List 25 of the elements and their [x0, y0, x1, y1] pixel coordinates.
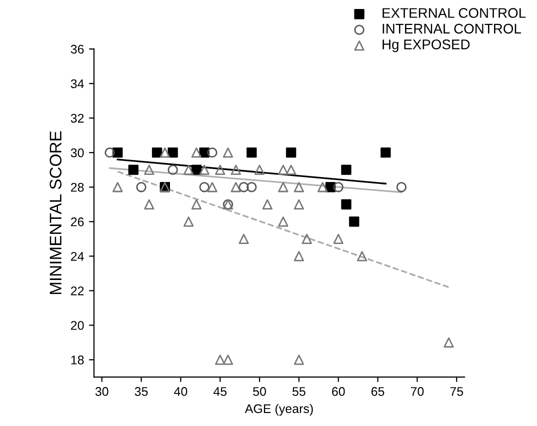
y-tick-label: 28 — [70, 182, 84, 192]
y-tick-label: 34 — [70, 79, 84, 88]
x-tick-label: 40 — [174, 387, 188, 396]
y-tick-label: 20 — [70, 321, 84, 330]
y-tick-label: 36 — [70, 44, 84, 54]
x-tick-label: 70 — [410, 387, 424, 396]
x-tick-label: 30 — [95, 387, 108, 396]
y-tick-label: 24 — [70, 252, 84, 261]
legend-label: INTERNAL CONTROL — [382, 24, 521, 34]
x-axis-title: AGE (years) — [244, 404, 313, 416]
x-tick-label: 65 — [371, 387, 384, 396]
y-axis-title: MINIMENTAL SCORE — [50, 131, 62, 294]
legend-label: Hg EXPOSED — [382, 40, 470, 52]
x-tick-label: 55 — [292, 387, 306, 396]
x-tick-label: 45 — [213, 387, 227, 396]
x-tick-label: 75 — [450, 387, 464, 396]
x-tick-label: 35 — [134, 387, 148, 396]
y-tick-label: 18 — [71, 356, 84, 364]
x-tick-label: 60 — [332, 387, 345, 396]
y-tick-label: 32 — [70, 114, 84, 123]
y-tick-label: 22 — [70, 286, 84, 296]
legend-label: EXTERNAL CONTROL — [382, 8, 526, 18]
y-tick-label: 26 — [70, 217, 84, 226]
y-tick-label: 30 — [70, 148, 84, 158]
x-tick-label: 50 — [253, 387, 266, 396]
